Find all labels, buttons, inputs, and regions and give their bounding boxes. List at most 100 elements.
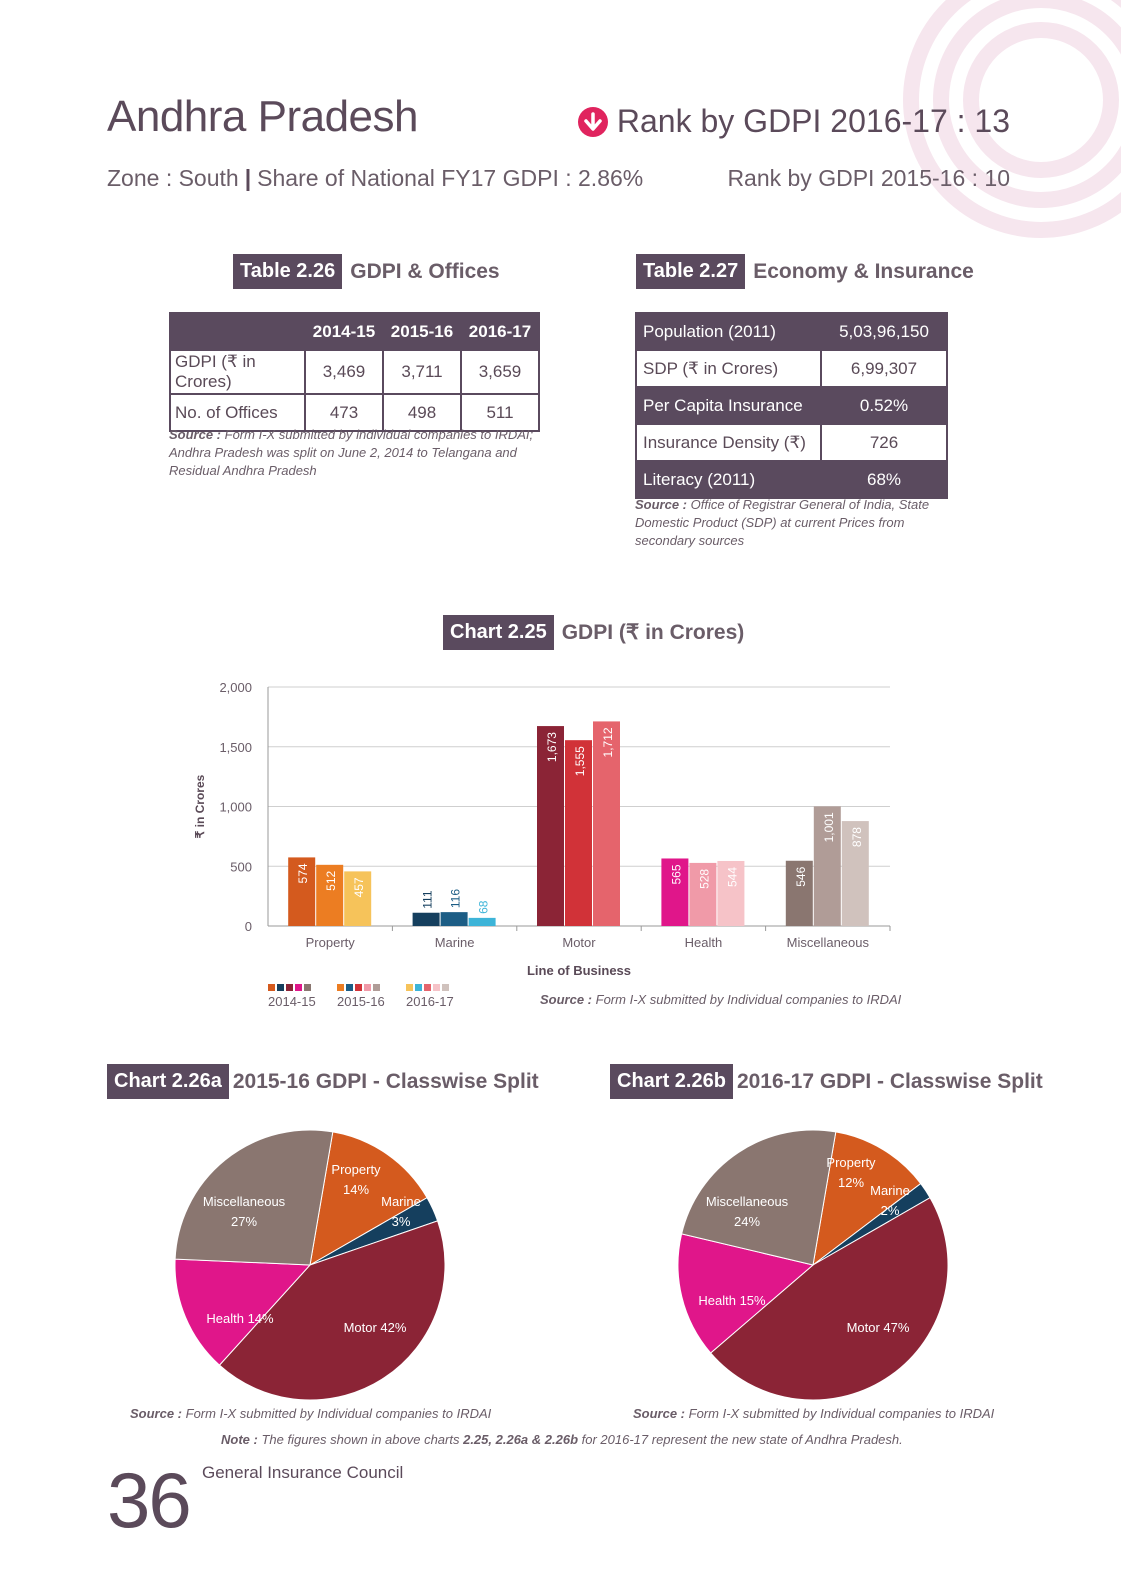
- bar-value-label: 544: [725, 867, 739, 887]
- table-cell: 5,03,96,150: [820, 312, 948, 351]
- table-226-source: Source : Form I-X submitted by individua…: [169, 426, 539, 480]
- pie-label: 24%: [734, 1214, 760, 1229]
- table-cell: 3,711: [382, 349, 462, 395]
- pie-label: 12%: [838, 1175, 864, 1190]
- bar: [440, 912, 468, 926]
- chart-226a-caption: Chart 2.26a 2015-16 GDPI - Classwise Spl…: [107, 1064, 539, 1099]
- chart-226b-tag: Chart 2.26b: [610, 1064, 733, 1099]
- decorative-arcs: [903, 0, 1121, 238]
- legend-swatch: [373, 984, 380, 991]
- source-text: Form I-X submitted by Individual compani…: [688, 1406, 995, 1421]
- legend-label: 2016-17: [406, 994, 454, 1009]
- bar-value-label: 565: [669, 864, 683, 884]
- table-cell: 511: [460, 393, 540, 432]
- pie-label: 3%: [392, 1214, 411, 1229]
- share-text: Share of National FY17 GDPI : 2.86%: [257, 165, 644, 191]
- table-226-tag: Table 2.26: [233, 254, 343, 289]
- row-label: Insurance Density (₹): [635, 423, 822, 462]
- bar: [661, 858, 689, 926]
- pie-slice-miscellaneous: [681, 1129, 837, 1266]
- down-arrow-circle-icon: [577, 106, 608, 137]
- bar: [412, 912, 440, 926]
- table-cell: 0.52%: [820, 386, 948, 425]
- separator: |: [244, 165, 252, 191]
- pie-label: Marine: [870, 1183, 910, 1198]
- source-text: Form I-X submitted by Individual compani…: [595, 992, 902, 1007]
- y-tick-label: 0: [245, 919, 252, 934]
- pie-slice-health: [677, 1233, 815, 1354]
- legend-swatch: [304, 984, 311, 991]
- pie-label: Marine: [381, 1194, 421, 1209]
- row-label: Population (2011): [635, 312, 822, 351]
- table-cell: 726: [820, 423, 948, 462]
- chart-226b-caption: Chart 2.26b 2016-17 GDPI - Classwise Spl…: [610, 1064, 1043, 1099]
- bar: [344, 871, 372, 926]
- pie-chart-2015-16: Property 14% Marine 3% Motor 42% Health 14% Mi…: [174, 1129, 446, 1401]
- bar: [565, 740, 592, 926]
- table-226-caption: Table 2.26 GDPI & Offices: [233, 254, 500, 289]
- note-text-before: The figures shown in above charts: [261, 1432, 460, 1447]
- x-tick-label: Miscellaneous: [787, 935, 870, 950]
- bar-chart-gdpi: 0 500 1,000 1,500 2,000 ₹ in Crores Property 57…: [193, 680, 891, 1009]
- publisher-name: General Insurance Council: [202, 1463, 404, 1482]
- table-row: Per Capita Insurance 0.52%: [635, 386, 948, 425]
- legend-swatch: [286, 984, 293, 991]
- note: Note : The figures shown in above charts…: [221, 1431, 903, 1449]
- y-tick-label: 1,000: [219, 800, 252, 815]
- table-cell: 6,99,307: [820, 349, 948, 388]
- table-227-title: Economy & Insurance: [753, 259, 974, 283]
- row-label: Per Capita Insurance: [635, 386, 822, 425]
- y-tick-label: 2,000: [219, 680, 252, 695]
- chart-225-tag: Chart 2.25: [443, 615, 554, 650]
- legend-swatch: [268, 984, 275, 991]
- bar-value-label: 1,712: [601, 727, 615, 757]
- pie-label: Property: [331, 1162, 381, 1177]
- source-label: Source :: [635, 497, 688, 512]
- y-tick-label: 1,500: [219, 740, 252, 755]
- table-row: No. of Offices 473 498 511: [169, 393, 540, 432]
- bar-value-label: 116: [449, 889, 463, 908]
- table-row: GDPI (₹ in Crores) 3,469 3,711 3,659: [169, 349, 540, 395]
- table-header-row: 2014-15 2015-16 2016-17: [169, 312, 540, 351]
- bar-value-label: 1,555: [573, 746, 587, 776]
- bar: [468, 917, 496, 926]
- bar: [593, 721, 620, 926]
- zone-text: Zone : South: [107, 165, 239, 191]
- pie-label: Motor 47%: [847, 1320, 910, 1335]
- bar: [717, 860, 745, 926]
- legend-swatch: [355, 984, 362, 991]
- pie-slice-health: [174, 1258, 312, 1366]
- chart-226b-source: Source : Form I-X submitted by Individua…: [633, 1405, 994, 1423]
- legend-swatch: [406, 984, 413, 991]
- legend-swatch: [424, 984, 431, 991]
- pie-label: Property: [826, 1155, 876, 1170]
- pie-label: 14%: [343, 1182, 369, 1197]
- legend-swatch: [346, 984, 353, 991]
- pie-slice-miscellaneous: [174, 1129, 334, 1266]
- bar: [537, 726, 564, 926]
- pie-label: 27%: [231, 1214, 257, 1229]
- pie-label: Health 15%: [698, 1293, 766, 1308]
- table-226: 2014-15 2015-16 2016-17 GDPI (₹ in Crore…: [169, 312, 540, 432]
- row-label: No. of Offices: [169, 393, 306, 432]
- table-cell: 68%: [820, 460, 948, 499]
- bar-value-label: 574: [296, 863, 310, 883]
- chart-225-source: Source : Form I-X submitted by Individua…: [540, 991, 901, 1009]
- bar-value-label: 111: [421, 890, 435, 909]
- chart-226b-title: 2016-17 GDPI - Classwise Split: [736, 1069, 1043, 1093]
- legend-swatch: [295, 984, 302, 991]
- pie-label: Miscellaneous: [203, 1194, 286, 1209]
- pie-slice-property: [812, 1131, 922, 1267]
- chart-225-title: GDPI (₹ in Crores): [561, 621, 745, 644]
- bar-value-label: 528: [697, 869, 711, 889]
- bar: [813, 806, 841, 926]
- legend-swatch: [364, 984, 371, 991]
- pie-slice-motor: [709, 1197, 949, 1401]
- table-cell: 3,659: [460, 349, 540, 395]
- row-label: SDP (₹ in Crores): [635, 349, 822, 388]
- chart-226a-source: Source : Form I-X submitted by Individua…: [130, 1405, 491, 1423]
- source-label: Source :: [633, 1406, 686, 1421]
- column-header: 2014-15: [304, 312, 384, 351]
- table-corner: [169, 312, 306, 351]
- bar-value-label: 878: [850, 827, 864, 847]
